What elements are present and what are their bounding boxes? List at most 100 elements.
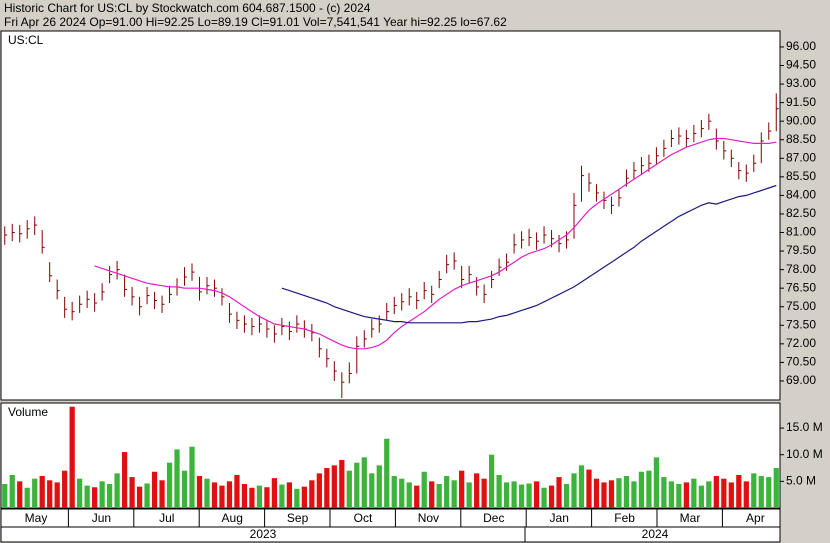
symbol-label: US:CL — [8, 33, 44, 47]
volume-bar — [653, 457, 660, 508]
volume-bar — [226, 481, 233, 508]
volume-bar — [17, 481, 23, 508]
volume-label: Volume — [8, 405, 48, 419]
volume-bar — [406, 482, 412, 508]
volume-bar — [99, 481, 105, 508]
y-tick-label: 87.00 — [786, 150, 816, 164]
volume-bar — [301, 486, 307, 508]
date-axis — [0, 508, 781, 543]
volume-bar — [106, 484, 113, 508]
volume-bar — [346, 470, 352, 508]
volume-tick-label: 15.0 M — [786, 420, 823, 434]
volume-bar — [638, 471, 645, 508]
volume-bar — [459, 470, 465, 508]
volume-bar — [271, 478, 278, 508]
volume-bar — [9, 474, 15, 508]
volume-bar — [646, 470, 652, 508]
volume-bar — [151, 471, 158, 508]
volume-bar — [339, 460, 345, 508]
volume-bar — [721, 478, 727, 508]
volume-bar — [47, 480, 53, 508]
month-label: Apr — [746, 511, 765, 525]
volume-bar — [62, 470, 68, 508]
volume-bar — [54, 482, 60, 508]
volume-bar — [526, 483, 532, 508]
volume-bar — [256, 485, 263, 508]
volume-bar — [84, 485, 90, 508]
volume-bar — [264, 487, 270, 508]
volume-bar — [481, 478, 487, 508]
moving-average — [94, 137, 777, 350]
y-tick-label: 91.50 — [786, 95, 816, 109]
volume-bar — [668, 481, 675, 508]
month-label: Mar — [680, 511, 701, 525]
volume-bar — [286, 482, 293, 508]
y-tick-label: 90.00 — [786, 113, 816, 127]
volume-bar — [601, 482, 607, 508]
volume-bar — [556, 477, 562, 508]
volume-bar — [189, 446, 195, 508]
month-label: Oct — [354, 511, 373, 525]
volume-bar — [77, 478, 83, 508]
volume-bar — [121, 452, 128, 508]
year-label: 2023 — [250, 527, 277, 541]
month-label: Jun — [92, 511, 111, 525]
volume-bar — [234, 474, 240, 508]
volume-bar — [736, 474, 742, 508]
volume-bar — [676, 484, 682, 508]
volume-bar — [376, 465, 382, 508]
volume-bar — [631, 481, 637, 508]
volume-bar — [361, 457, 367, 508]
y-tick-label: 96.00 — [786, 39, 816, 53]
volume-bar — [316, 473, 322, 508]
volume-bar — [698, 485, 704, 508]
volume-bar — [219, 485, 225, 508]
volume-bar — [511, 481, 517, 508]
month-label: Dec — [483, 511, 504, 525]
volume-tick-label: 5.0 M — [786, 474, 816, 488]
month-label: Feb — [614, 511, 635, 525]
volume-bar — [309, 480, 315, 508]
volume-bar — [159, 480, 165, 508]
month-label: Aug — [222, 511, 243, 525]
month-label: May — [25, 511, 48, 525]
volume-bar — [571, 473, 577, 508]
volume-bar — [541, 487, 547, 508]
month-label: Jan — [550, 511, 569, 525]
chart-subtitle: Fri Apr 26 2024 Op=91.00 Hi=92.25 Lo=89.… — [4, 15, 507, 29]
volume-bar — [578, 465, 585, 508]
volume-bar — [608, 480, 615, 508]
volume-bar — [691, 478, 697, 508]
volume-bar — [241, 484, 248, 508]
y-tick-label: 85.50 — [786, 169, 816, 183]
volume-bar — [751, 473, 757, 508]
volume-bar — [766, 477, 772, 508]
y-tick-label: 79.50 — [786, 243, 816, 257]
y-tick-label: 75.00 — [786, 299, 816, 313]
volume-bar — [713, 476, 719, 508]
volume-bar — [451, 480, 457, 508]
volume-bar — [294, 488, 300, 508]
volume-bar — [24, 487, 30, 508]
price-panel — [0, 30, 781, 401]
volume-bar — [324, 468, 330, 508]
volume-bar — [2, 484, 8, 508]
volume-bar — [488, 454, 495, 508]
volume-bar — [518, 484, 525, 508]
volume-bar — [354, 462, 360, 508]
volume-bar — [414, 485, 420, 508]
volume-tick-label: 10.0 M — [786, 447, 823, 461]
volume-bar — [129, 477, 135, 508]
volume-bar — [399, 478, 405, 508]
volume-bar — [384, 438, 390, 508]
volume-bar — [548, 485, 555, 508]
volume-bar — [444, 476, 450, 508]
volume-bar — [391, 476, 397, 508]
volume-bar — [773, 468, 779, 508]
volume-bar — [369, 473, 375, 508]
volume-bar — [211, 482, 218, 508]
y-tick-label: 70.50 — [786, 355, 816, 369]
volume-bar — [474, 473, 480, 508]
volume-bar — [421, 471, 427, 508]
